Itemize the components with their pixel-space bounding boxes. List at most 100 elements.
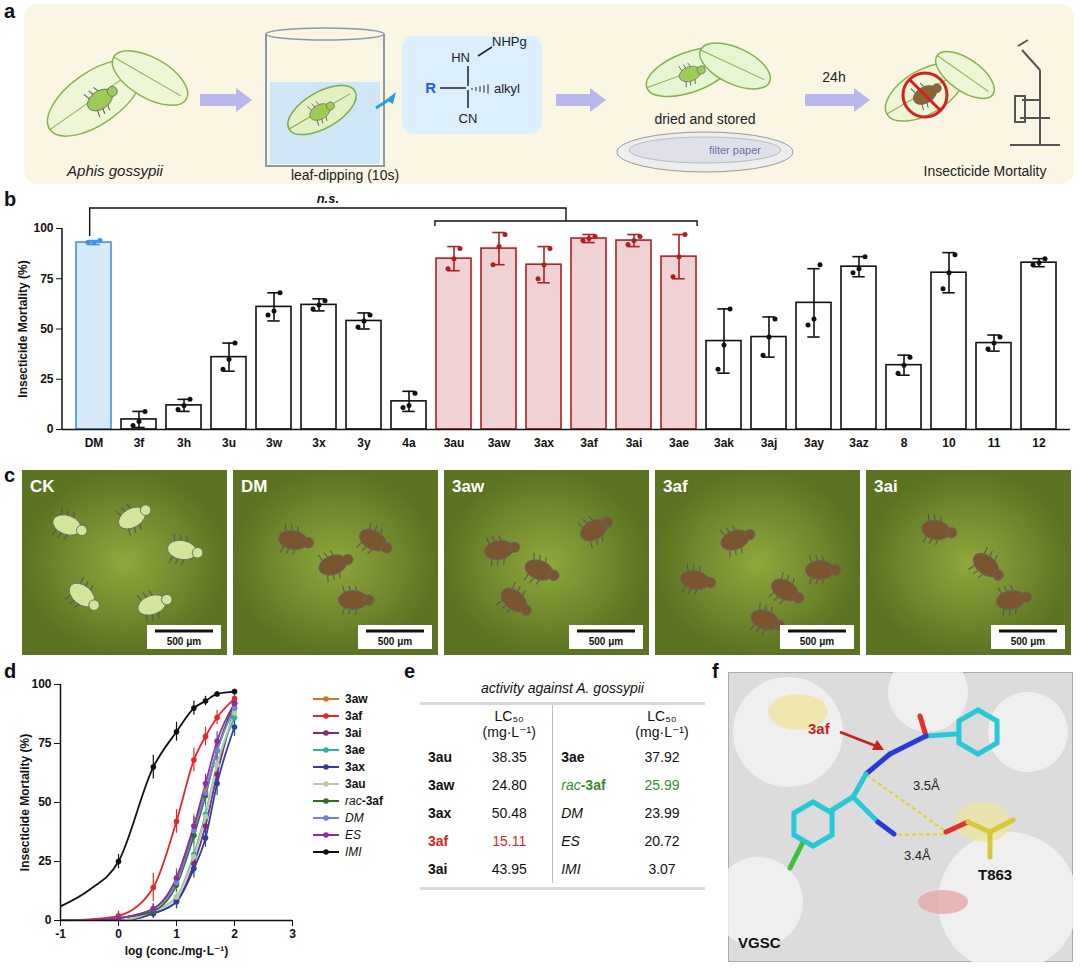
svg-text:0: 0 [47,422,54,436]
html-text:3au: 3au [345,776,366,791]
svg-text:VGSC: VGSC [738,934,781,951]
svg-text:25: 25 [40,372,54,386]
svg-text:3w: 3w [266,436,283,450]
html-text:LC₅₀ (mg·L⁻¹): LC₅₀ (mg·L⁻¹) [482,708,536,740]
svg-text:500 μm: 500 μm [800,636,835,647]
html-text:3aw: 3aw [345,691,368,706]
html-text:activity against A. gossypii: activity against A. gossypii [481,680,644,696]
html-text:3af: 3af [345,708,363,723]
svg-text:log (conc./mg·L⁻¹): log (conc./mg·L⁻¹) [125,944,229,958]
svg-text:12: 12 [1032,436,1046,450]
svg-text:3ai: 3ai [626,436,643,450]
svg-text:3aj: 3aj [761,436,778,450]
svg-text:NHPg: NHPg [492,34,527,49]
html-text:38.35: 38.35 [491,749,527,765]
svg-text:1: 1 [173,927,180,941]
svg-text:3af: 3af [663,477,688,496]
svg-text:3.5Å: 3.5Å [913,778,940,793]
svg-text:T863: T863 [978,866,1012,883]
html-text:3au: 3au [428,749,453,765]
html-text:ES: ES [561,833,580,849]
html-text:rac -3af: rac -3af [561,777,606,793]
html-text:IMI: IMI [345,844,362,859]
svg-text:3ak: 3ak [714,436,734,450]
svg-text:3y: 3y [357,436,371,450]
html-text:3ae: 3ae [561,749,585,765]
html-text:IMI: IMI [561,861,581,877]
svg-text:3aw: 3aw [452,477,485,496]
html-text:3aw: 3aw [428,777,455,793]
html-text:50.48: 50.48 [491,805,527,821]
html-text:3ai: 3ai [428,861,448,877]
html-text:DM: DM [345,810,364,825]
html-text:15.11: 15.11 [492,833,527,849]
svg-text:75: 75 [40,272,54,286]
svg-text:CK: CK [30,477,55,496]
svg-text:3.4Å: 3.4Å [904,848,931,863]
svg-text:2: 2 [231,927,238,941]
svg-text:3ay: 3ay [804,436,824,450]
svg-text:3au: 3au [444,436,465,450]
svg-text:Insecticide Mortality (%): Insecticide Mortality (%) [18,734,32,871]
html-text:3.07: 3.07 [648,861,676,877]
svg-text:HN: HN [451,50,470,65]
html-text:24.80: 24.80 [491,777,527,793]
svg-text:3ae: 3ae [669,436,689,450]
svg-text:leaf-dipping (10s): leaf-dipping (10s) [291,167,399,183]
svg-text:DM: DM [241,477,267,496]
svg-text:Insecticide Mortality: Insecticide Mortality [924,163,1047,179]
svg-text:500 μm: 500 μm [589,636,624,647]
svg-text:3az: 3az [849,436,868,450]
html-text:3ae: 3ae [345,742,365,757]
svg-text:50: 50 [40,322,54,336]
svg-text:n.s.: n.s. [317,191,339,206]
html-text:3ai: 3ai [345,725,362,740]
html-text:3ax: 3ax [345,759,365,774]
svg-text:Insecticide Mortality (%): Insecticide Mortality (%) [16,260,30,397]
svg-text:24h: 24h [822,69,845,85]
svg-text:Aphis gossypii: Aphis gossypii [66,162,164,179]
svg-text:alkyl: alkyl [494,81,520,96]
svg-text:500 μm: 500 μm [1011,636,1046,647]
html-text:rac -3af: rac -3af [345,793,383,808]
svg-text:50: 50 [38,795,52,809]
html-text:3af: 3af [428,833,449,849]
svg-text:DM: DM [85,436,104,450]
svg-text:0: 0 [45,913,52,927]
svg-text:3aw: 3aw [488,436,511,450]
svg-text:-1: -1 [55,927,66,941]
svg-text:11: 11 [988,436,1001,450]
html-text:23.99: 23.99 [644,805,680,821]
svg-text:CN: CN [459,111,478,126]
svg-text:100: 100 [31,677,51,691]
svg-text:filter paper: filter paper [709,144,761,156]
html-text:LC₅₀ (mg·L⁻¹): LC₅₀ (mg·L⁻¹) [635,708,689,740]
html-text:37.92: 37.92 [644,749,680,765]
svg-text:10: 10 [942,436,956,450]
html-text:3ax: 3ax [428,805,452,821]
svg-text:3f: 3f [134,436,146,450]
svg-text:3ax: 3ax [534,436,554,450]
svg-text:100: 100 [33,221,53,235]
svg-text:500 μm: 500 μm [167,636,202,647]
svg-text:75: 75 [38,736,52,750]
svg-text:25: 25 [38,854,52,868]
svg-text:0: 0 [115,927,122,941]
html-text:ES: ES [345,827,361,842]
svg-text:R: R [425,79,436,96]
svg-text:3ai: 3ai [874,477,898,496]
svg-text:8: 8 [901,436,908,450]
svg-text:3u: 3u [222,436,236,450]
svg-text:500 μm: 500 μm [378,636,413,647]
svg-text:4a: 4a [402,436,416,450]
svg-text:3af: 3af [808,720,831,737]
svg-text:3af: 3af [580,436,598,450]
html-text:DM: DM [561,805,583,821]
html-text:43.95: 43.95 [491,861,527,877]
svg-text:3: 3 [289,927,296,941]
svg-text:dried and stored: dried and stored [654,111,755,127]
svg-text:3x: 3x [312,436,326,450]
html-text:25.99: 25.99 [644,777,680,793]
svg-text:3h: 3h [177,436,191,450]
html-text:20.72: 20.72 [644,833,680,849]
